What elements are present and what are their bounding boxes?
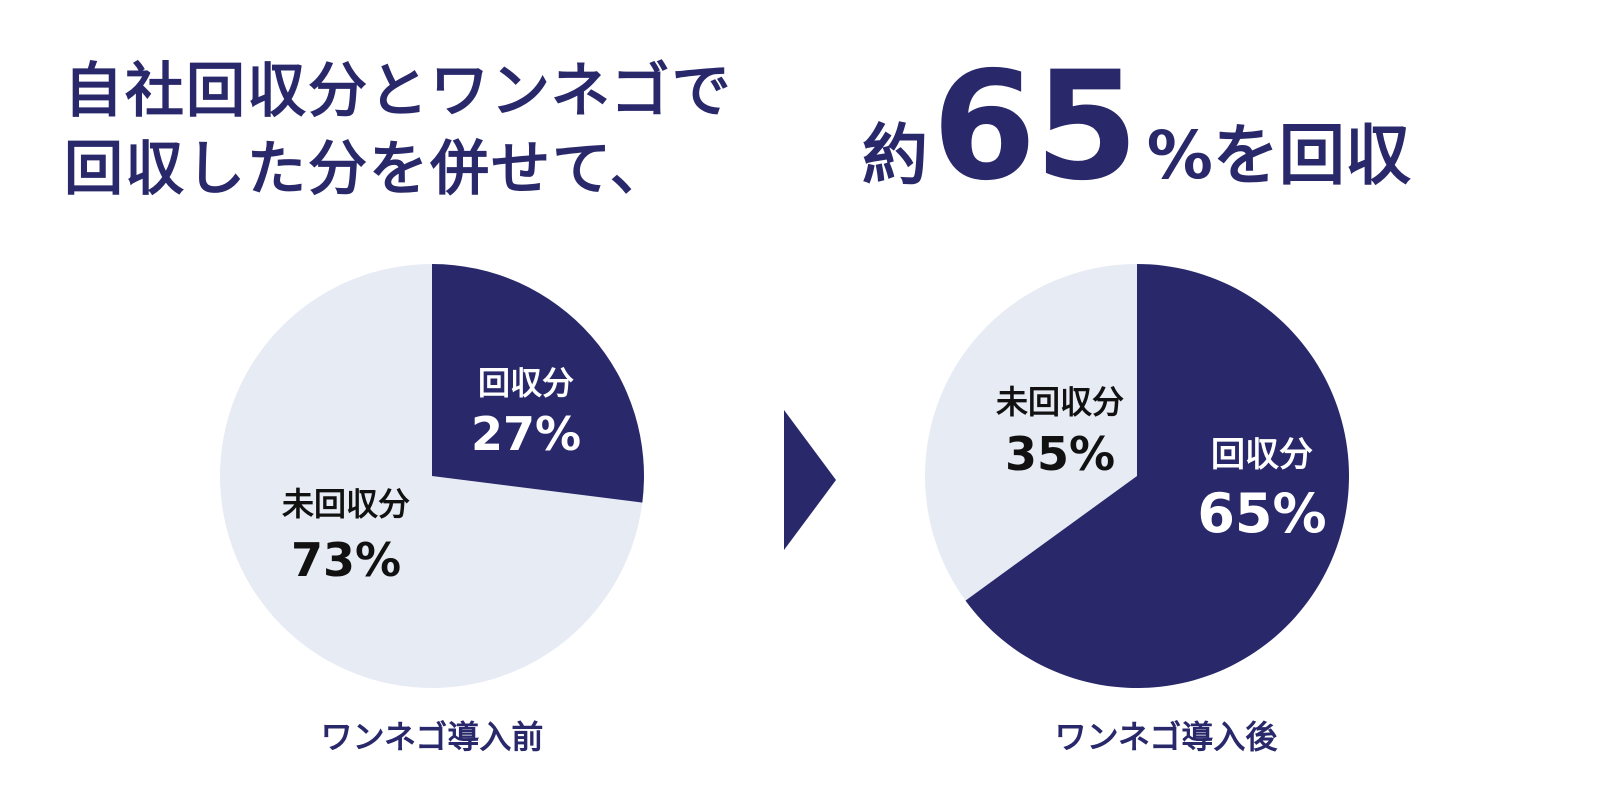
pie-caption-before: ワンネゴ導入前 xyxy=(321,718,544,756)
pie-label-after-collected-name: 回収分 xyxy=(1211,435,1313,475)
chevron-right-icon xyxy=(784,410,836,550)
pie-chart-after: 未回収分 35% 回収分 65% ワンネゴ導入後 xyxy=(925,264,1350,756)
headline-line1: 自社回収分とワンネゴで xyxy=(64,56,733,125)
pie-slice-after-uncollected xyxy=(925,264,1137,601)
headline-prefix: 約 xyxy=(862,117,928,194)
pie-slice-before-uncollected xyxy=(220,264,643,688)
pie-label-after-uncollected-name: 未回収分 xyxy=(996,383,1124,421)
pie-label-after-collected-value: 65% xyxy=(1197,482,1326,545)
pie-label-before-collected-value: 27% xyxy=(471,407,581,461)
pie-label-after-uncollected-value: 35% xyxy=(1005,427,1115,481)
headline-left: 自社回収分とワンネゴで 回収した分を併せて、 xyxy=(64,52,733,208)
pie-slice-after-collected xyxy=(965,264,1350,689)
pie-caption-after: ワンネゴ導入後 xyxy=(1055,718,1279,756)
pie-slice-before-collected xyxy=(432,264,645,503)
pie-chart-before: 回収分 27% 未回収分 73% ワンネゴ導入前 xyxy=(220,264,645,756)
pie-label-before-uncollected-value: 73% xyxy=(291,533,401,587)
pie-label-before-collected-name: 回収分 xyxy=(478,364,574,402)
headline-result: 約 65 %を回収 xyxy=(862,52,1411,212)
headline-suffix: %を回収 xyxy=(1146,117,1411,194)
pie-label-before-uncollected-name: 未回収分 xyxy=(282,485,410,523)
headline-number: 65 xyxy=(932,40,1139,214)
headline-line2: 回収した分を併せて、 xyxy=(64,134,672,203)
